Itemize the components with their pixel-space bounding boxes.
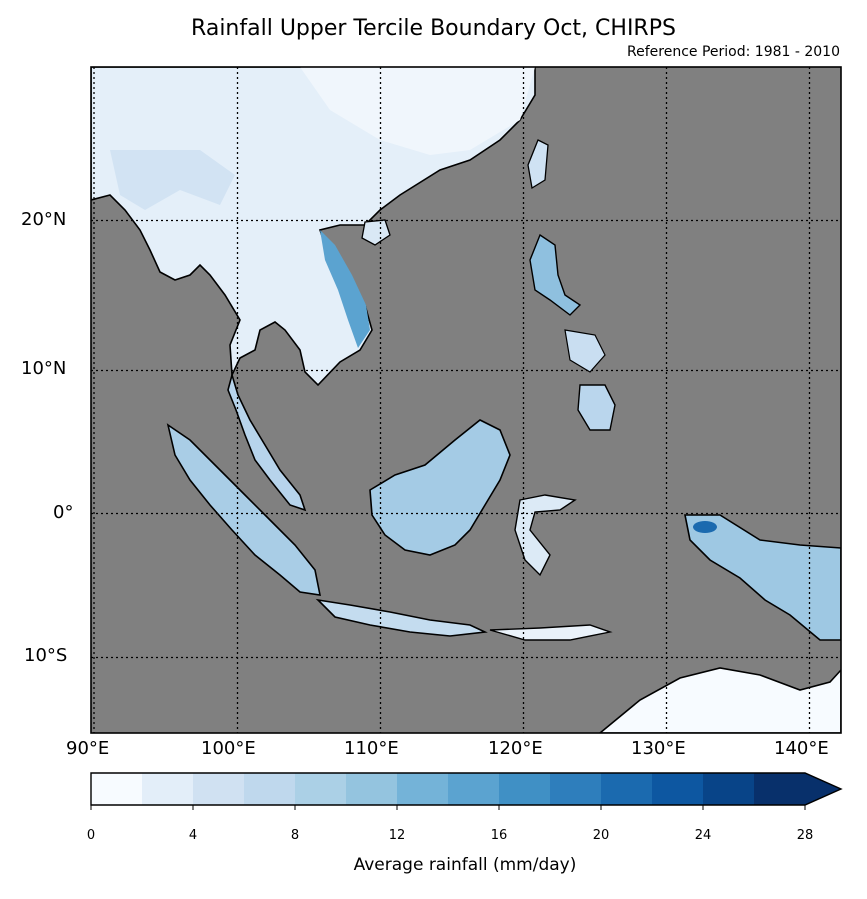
- colorbar-tick-28: 28: [796, 828, 814, 843]
- colorbar-cell: [91, 773, 143, 805]
- lon-tick-90e: 90°E: [66, 738, 110, 759]
- colorbar-tick-4: 4: [188, 828, 198, 843]
- new-guinea-rain-peak: [693, 521, 717, 533]
- land-lesser-sunda: [489, 624, 613, 641]
- colorbar-cell: [703, 773, 755, 805]
- colorbar-tick-20: 20: [592, 828, 610, 843]
- colorbar-cell: [142, 773, 194, 805]
- land-luzon: [529, 233, 582, 316]
- land-java: [315, 598, 488, 637]
- map-frame: [90, 66, 842, 734]
- lat-tick-20n: 20°N: [21, 209, 67, 230]
- colorbar-cell: [550, 773, 602, 805]
- colorbar-cell: [346, 773, 398, 805]
- colorbar-cell: [601, 773, 653, 805]
- land-asia-bluer-zone: [110, 150, 235, 210]
- colorbar-cell: [295, 773, 347, 805]
- lat-tick-10s: 10°S: [24, 645, 68, 666]
- land-sulawesi: [514, 494, 577, 577]
- vietnam-coast-rain: [320, 230, 370, 348]
- colorbar-cell: [244, 773, 296, 805]
- lon-tick-130e: 130°E: [631, 738, 686, 759]
- colorbar-cell: [397, 773, 449, 805]
- colorbar-cell: [754, 773, 806, 805]
- lon-tick-100e: 100°E: [201, 738, 256, 759]
- colorbar-label: Average rainfall (mm/day): [353, 855, 577, 875]
- colorbar-cell: [448, 773, 500, 805]
- land-mindanao: [577, 384, 616, 431]
- lon-tick-140e: 140°E: [774, 738, 829, 759]
- gridlines: [91, 67, 841, 733]
- map-panel: [91, 67, 841, 733]
- land-new-guinea: [684, 514, 841, 641]
- colorbar-cell: [652, 773, 704, 805]
- colorbar-tick-0: 0: [86, 828, 96, 843]
- land-taiwan: [527, 139, 549, 190]
- lon-tick-110e: 110°E: [344, 738, 399, 759]
- colorbar-cell: [499, 773, 551, 805]
- colorbar-outline: [90, 772, 843, 806]
- colorbar-extend-arrow: [805, 773, 841, 805]
- colorbar-tick-12: 12: [388, 828, 406, 843]
- land-sumatra: [166, 423, 322, 596]
- colorbar: [90, 772, 843, 810]
- land-borneo: [369, 419, 511, 556]
- colorbar-tick-16: 16: [490, 828, 508, 843]
- map-title: Rainfall Upper Tercile Boundary Oct, CHI…: [191, 16, 676, 41]
- lon-tick-120e: 120°E: [488, 738, 543, 759]
- colorbar-tick-24: 24: [694, 828, 712, 843]
- land-visayas: [564, 329, 606, 373]
- lat-tick-10n: 10°N: [21, 358, 67, 379]
- china-north-light: [300, 67, 535, 155]
- colorbar-cell: [193, 773, 245, 805]
- reference-period-subtitle: Reference Period: 1981 - 2010: [627, 44, 840, 60]
- colorbar-tick-8: 8: [290, 828, 300, 843]
- land-malay-peninsula: [227, 372, 307, 512]
- lat-tick-0: 0°: [53, 502, 74, 523]
- land-australia: [598, 667, 841, 733]
